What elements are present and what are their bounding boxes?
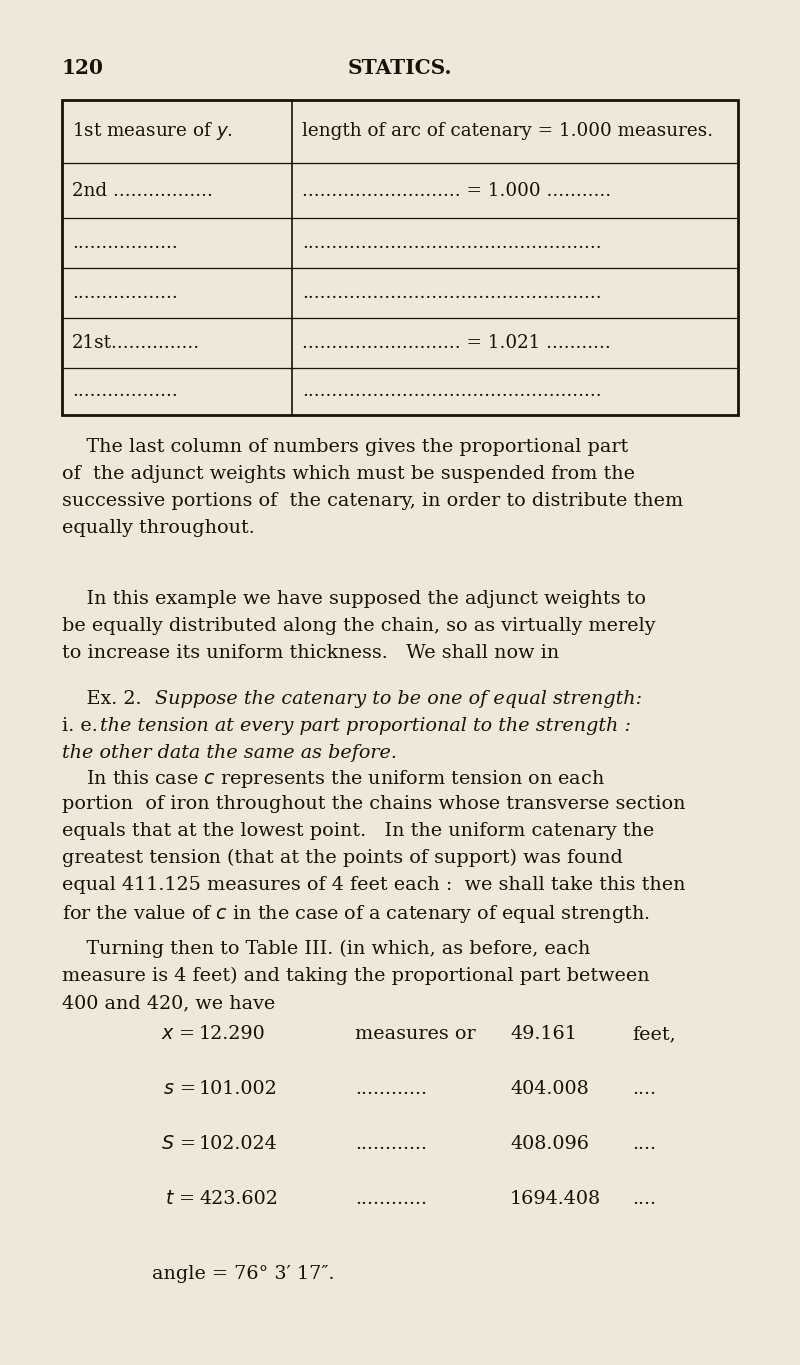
Text: Ex. 2.: Ex. 2. [62,689,154,708]
Text: 2nd .................: 2nd ................. [72,182,213,199]
Text: $t$ =: $t$ = [166,1190,195,1208]
Text: In this example we have supposed the adjunct weights to: In this example we have supposed the adj… [62,590,646,607]
Text: ..................: .................. [72,233,178,253]
Text: feet,: feet, [632,1025,676,1043]
Text: the other data the same as before.: the other data the same as before. [62,744,397,762]
Text: ........................... = 1.021 ...........: ........................... = 1.021 ....… [302,334,610,352]
Text: 423.602: 423.602 [199,1190,278,1208]
Text: 404.008: 404.008 [510,1080,589,1097]
Text: equals that at the lowest point.   In the uniform catenary the: equals that at the lowest point. In the … [62,822,654,839]
Text: 400 and 420, we have: 400 and 420, we have [62,994,275,1011]
Text: 102.024: 102.024 [199,1136,278,1153]
Text: portion  of iron throughout the chains whose transverse section: portion of iron throughout the chains wh… [62,794,686,814]
Text: i. e.: i. e. [62,717,104,734]
Text: 21st...............: 21st............... [72,334,200,352]
Text: $s$ =: $s$ = [163,1080,195,1097]
Text: ............: ............ [355,1190,427,1208]
Text: the tension at every part proportional to the strength :: the tension at every part proportional t… [100,717,631,734]
Text: be equally distributed along the chain, so as virtually merely: be equally distributed along the chain, … [62,617,655,635]
Text: greatest tension (that at the points of support) was found: greatest tension (that at the points of … [62,849,623,867]
Text: 408.096: 408.096 [510,1136,589,1153]
Text: The last column of numbers gives the proportional part: The last column of numbers gives the pro… [62,438,628,456]
Text: ...................................................: ........................................… [302,382,602,400]
Text: STATICS.: STATICS. [348,57,452,78]
Text: In this case $c$ represents the uniform tension on each: In this case $c$ represents the uniform … [62,768,605,790]
Text: ....: .... [632,1080,656,1097]
Text: 120: 120 [62,57,104,78]
Text: equal 411.125 measures of 4 feet each :  we shall take this then: equal 411.125 measures of 4 feet each : … [62,876,686,894]
Text: to increase its uniform thickness.   We shall now in: to increase its uniform thickness. We sh… [62,644,559,662]
Text: 101.002: 101.002 [199,1080,278,1097]
Text: 12.290: 12.290 [199,1025,266,1043]
Text: ...................................................: ........................................… [302,284,602,302]
Text: measure is 4 feet) and taking the proportional part between: measure is 4 feet) and taking the propor… [62,966,650,986]
Text: measures or: measures or [355,1025,476,1043]
Bar [62,100,738,415]
Text: length of arc of catenary = 1.000 measures.: length of arc of catenary = 1.000 measur… [302,123,713,141]
Text: equally throughout.: equally throughout. [62,519,254,536]
Text: 49.161: 49.161 [510,1025,577,1043]
Text: $S$ =: $S$ = [161,1136,195,1153]
Text: successive portions of  the catenary, in order to distribute them: successive portions of the catenary, in … [62,491,683,511]
Text: Turning then to Table III. (in which, as before, each: Turning then to Table III. (in which, as… [62,940,590,958]
Text: of  the adjunct weights which must be suspended from the: of the adjunct weights which must be sus… [62,465,635,483]
Text: ........................... = 1.000 ...........: ........................... = 1.000 ....… [302,182,611,199]
Text: 1st measure of $y$.: 1st measure of $y$. [72,120,233,142]
Text: ..................: .................. [72,284,178,302]
Text: ..................: .................. [72,382,178,400]
Text: ............: ............ [355,1136,427,1153]
Text: angle = 76° 3′ 17″.: angle = 76° 3′ 17″. [152,1265,334,1283]
Text: for the value of $c$ in the case of a catenary of equal strength.: for the value of $c$ in the case of a ca… [62,904,650,925]
Text: 1694.408: 1694.408 [510,1190,601,1208]
Text: ............: ............ [355,1080,427,1097]
Text: ...................................................: ........................................… [302,233,602,253]
Text: Suppose the catenary to be one of equal strength:: Suppose the catenary to be one of equal … [155,689,642,708]
Text: ....: .... [632,1190,656,1208]
Text: ....: .... [632,1136,656,1153]
Text: $x$ =: $x$ = [161,1025,195,1043]
